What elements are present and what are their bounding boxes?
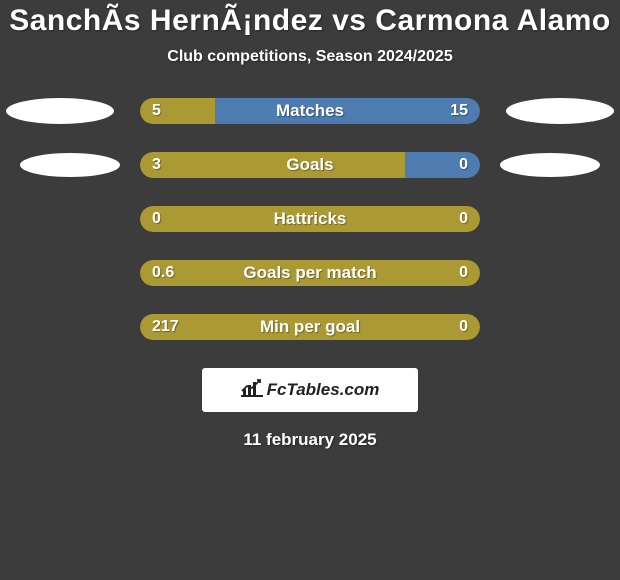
stat-row-min-per-goal: 217 Min per goal 0	[0, 314, 620, 340]
bar-track	[140, 206, 480, 232]
bar-left	[140, 98, 215, 124]
bar-track	[140, 152, 480, 178]
bar-track	[140, 314, 480, 340]
comparison-infographic: SanchÃ­s HernÃ¡ndez vs Carmona Alamo Clu…	[0, 0, 620, 450]
bar-left	[140, 152, 405, 178]
subtitle: Club competitions, Season 2024/2025	[0, 48, 620, 66]
date-line: 11 february 2025	[0, 430, 620, 450]
stat-row-goals: 3 Goals 0	[0, 152, 620, 178]
chart-icon	[241, 379, 263, 402]
bar-track	[140, 260, 480, 286]
bar-full	[140, 206, 480, 232]
bar-full	[140, 260, 480, 286]
decor-ellipse-right	[506, 98, 614, 124]
brand-box: FcTables.com	[202, 368, 418, 412]
stat-row-goals-per-match: 0.6 Goals per match 0	[0, 260, 620, 286]
decor-ellipse-left	[20, 153, 120, 177]
bar-right	[215, 98, 480, 124]
page-title: SanchÃ­s HernÃ¡ndez vs Carmona Alamo	[0, 4, 620, 38]
bar-right	[405, 152, 480, 178]
stat-rows: 5 Matches 15 3 Goals 0 0 Hattricks 0	[0, 98, 620, 340]
brand-text: FcTables.com	[267, 380, 380, 400]
stat-row-hattricks: 0 Hattricks 0	[0, 206, 620, 232]
bar-full	[140, 314, 480, 340]
stat-row-matches: 5 Matches 15	[0, 98, 620, 124]
bar-track	[140, 98, 480, 124]
decor-ellipse-left	[6, 98, 114, 124]
decor-ellipse-right	[500, 153, 600, 177]
